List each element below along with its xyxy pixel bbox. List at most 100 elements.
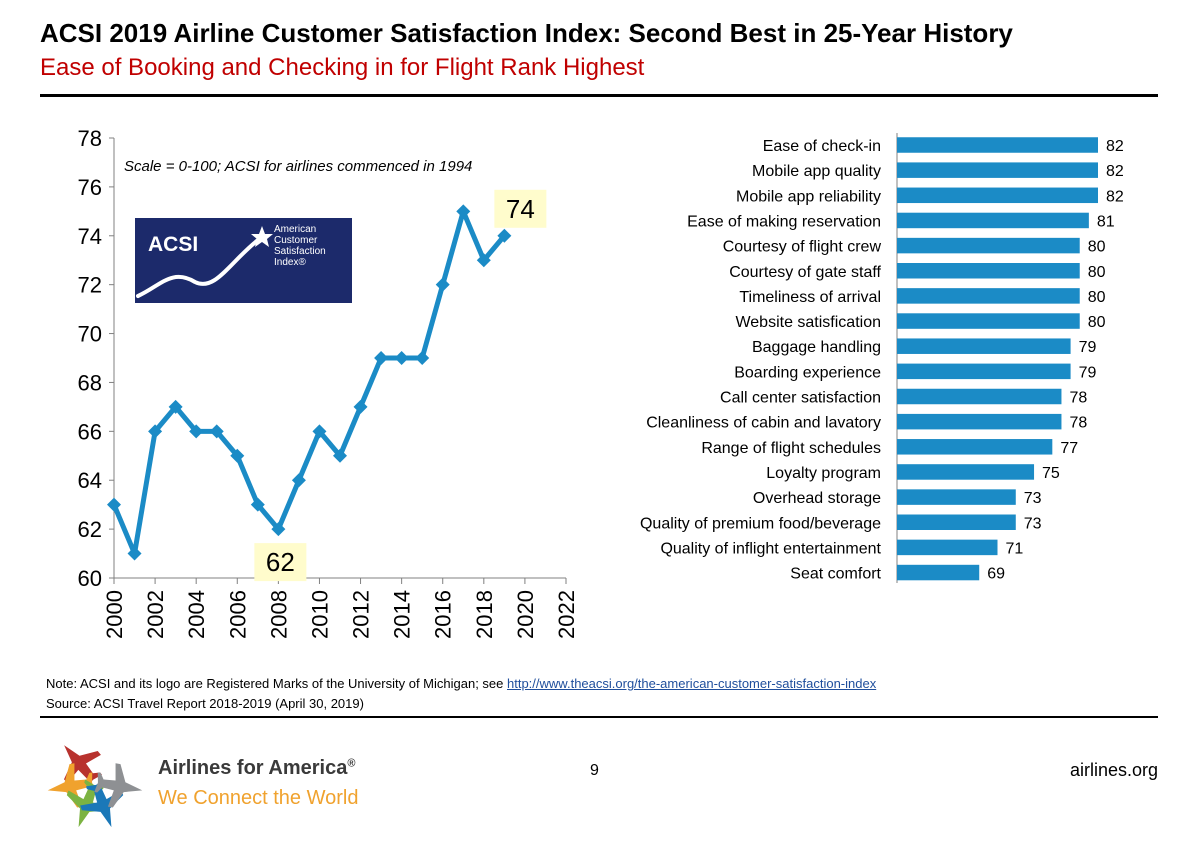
data-point — [107, 497, 121, 512]
acsi-logo-line: Customer — [274, 235, 318, 246]
x-tick-label: 2002 — [143, 590, 168, 639]
acsi-swoosh — [136, 238, 260, 298]
acsi-logo-line: Index® — [274, 257, 306, 268]
bar-category-label: Cleanliness of cabin and lavatory — [646, 415, 881, 432]
source-note: Source: ACSI Travel Report 2018-2019 (Ap… — [46, 696, 364, 711]
bar-value-label: 75 — [1042, 465, 1060, 482]
y-tick-label: 66 — [78, 419, 102, 444]
bar — [897, 338, 1071, 354]
bar-value-label: 69 — [987, 566, 1005, 583]
callout-label: 74 — [506, 194, 535, 224]
data-point — [230, 448, 245, 463]
data-point — [168, 399, 183, 414]
plane-green — [66, 779, 110, 828]
x-tick-label: 2020 — [513, 590, 538, 639]
bar-value-label: 77 — [1060, 440, 1078, 457]
data-point — [435, 277, 450, 292]
bar-category-label: Call center satisfaction — [720, 390, 881, 407]
series-line — [111, 208, 507, 557]
data-point — [456, 204, 471, 219]
x-tick-label: 2012 — [349, 590, 374, 639]
data-point — [250, 497, 265, 512]
bar — [897, 137, 1098, 153]
bar — [897, 237, 1080, 254]
bar-category-label: Mobile app quality — [752, 163, 881, 180]
header-divider — [40, 94, 1158, 97]
bar — [897, 263, 1080, 279]
bar — [897, 388, 1062, 405]
y-tick-label: 72 — [78, 273, 102, 298]
data-point — [312, 424, 327, 439]
bar-value-label: 82 — [1106, 163, 1124, 180]
y-tick-label: 78 — [78, 126, 102, 151]
acsi-logo-line: Satisfaction — [274, 246, 326, 257]
bar-category-label: Ease of check-in — [763, 138, 881, 155]
y-tick-label: 76 — [78, 175, 102, 200]
bar-value-label: 82 — [1106, 138, 1124, 155]
bar-category-label: Quality of inflight entertainment — [660, 540, 881, 557]
bar-category-label: Loyalty program — [766, 465, 881, 482]
airplane-starburst-logo-icon — [47, 745, 143, 828]
data-point — [271, 522, 286, 537]
bar-category-label: Timeliness of arrival — [739, 289, 881, 306]
y-tick-label: 62 — [78, 517, 102, 542]
bar — [897, 489, 1016, 505]
bar — [897, 187, 1098, 204]
y-tick-label: 74 — [78, 224, 102, 249]
bar — [897, 564, 980, 581]
org-name: Airlines for America® — [158, 757, 356, 779]
plane-gray — [94, 763, 143, 808]
acsi-logo-abbr: ACSI — [148, 233, 198, 256]
bar-value-label: 78 — [1069, 390, 1087, 407]
bar — [897, 212, 1089, 229]
bar-category-label: Courtesy of flight crew — [723, 239, 882, 256]
bar-value-label: 73 — [1024, 515, 1042, 532]
bar-category-label: Quality of premium food/beverage — [640, 515, 881, 532]
acsi-star-icon — [251, 226, 273, 247]
bar-value-label: 80 — [1088, 264, 1106, 281]
bar — [897, 162, 1098, 178]
bar-category-label: Range of flight schedules — [701, 440, 881, 457]
bar — [897, 413, 1062, 430]
callout-box — [494, 189, 547, 228]
chart-annotation: Scale = 0-100; ACSI for airlines commenc… — [124, 158, 472, 175]
y-tick-label: 60 — [78, 566, 102, 591]
plane-blue — [80, 779, 124, 828]
bar-category-label: Boarding experience — [734, 364, 881, 381]
y-tick-label: 68 — [78, 370, 102, 395]
acsi-link[interactable]: http://www.theacsi.org/the-american-cust… — [507, 676, 877, 691]
x-tick-label: 2018 — [472, 590, 497, 639]
x-tick-label: 2000 — [102, 590, 127, 639]
bar — [897, 539, 998, 556]
x-tick-label: 2008 — [266, 590, 291, 639]
data-point — [148, 424, 163, 439]
footer-divider — [40, 716, 1158, 718]
org-tagline: We Connect the World — [158, 787, 359, 809]
bar-category-label: Courtesy of gate staff — [729, 264, 881, 281]
footnote: Note: ACSI and its logo are Registered M… — [46, 676, 876, 691]
callout-label: 62 — [266, 547, 295, 577]
bar-value-label: 80 — [1088, 289, 1106, 306]
bar — [897, 313, 1080, 329]
bar-value-label: 79 — [1079, 364, 1097, 381]
data-point — [209, 424, 224, 439]
bar-value-label: 80 — [1088, 239, 1106, 256]
data-point — [415, 351, 430, 365]
data-point — [394, 351, 409, 365]
bar-value-label: 80 — [1088, 314, 1106, 331]
data-point — [291, 473, 306, 488]
bar-category-label: Overhead storage — [753, 490, 881, 507]
bar — [897, 288, 1080, 304]
page-subtitle: Ease of Booking and Checking in for Flig… — [40, 54, 645, 81]
bar-value-label: 81 — [1097, 213, 1115, 230]
x-tick-label: 2014 — [390, 590, 415, 639]
bar-category-label: Website satisfication — [735, 314, 881, 331]
data-point — [374, 351, 389, 365]
bar-category-label: Ease of making reservation — [687, 213, 881, 230]
bar-value-label: 78 — [1069, 415, 1087, 432]
bar-value-label: 73 — [1024, 490, 1042, 507]
satisfaction-line-chart: 60 62 64 66 68 70 72 74 76 78 2000 2002 2004 2006 2008… — [78, 126, 579, 639]
page-title: ACSI 2019 Airline Customer Satisfaction … — [40, 18, 1013, 48]
footnote-text: Note: ACSI and its logo are Registered M… — [46, 676, 507, 691]
